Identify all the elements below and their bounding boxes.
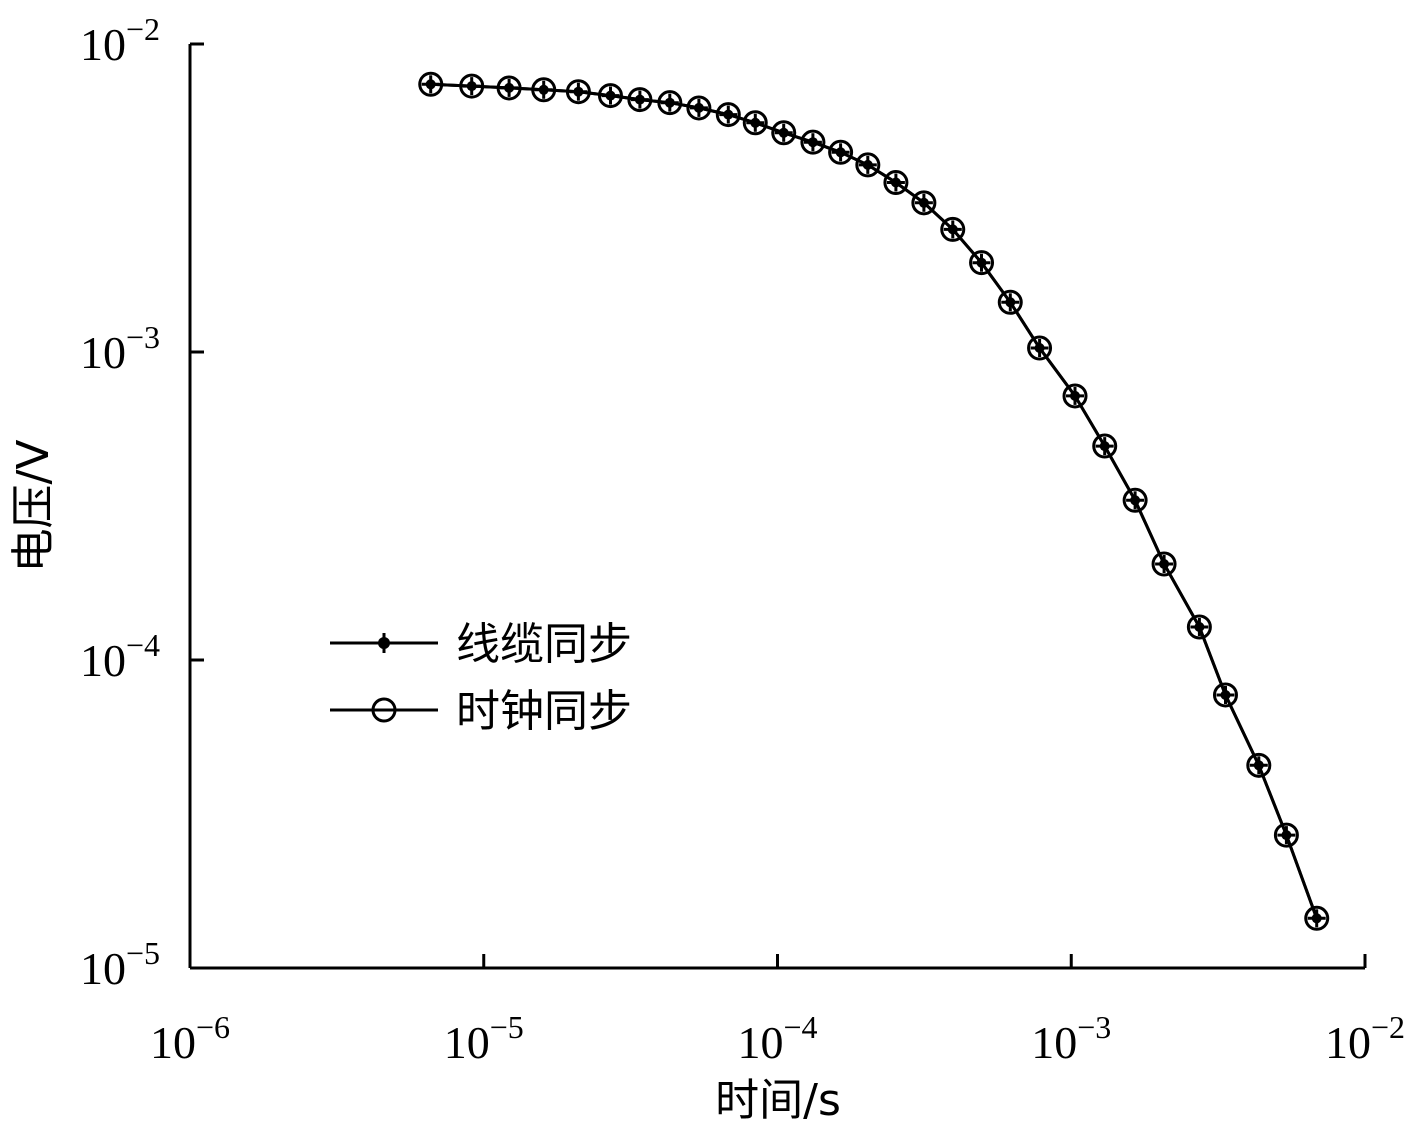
legend-marker-cable-sync — [374, 633, 394, 653]
series-1-point-1 — [459, 73, 485, 99]
y-tick-label-3: 10−2 — [80, 11, 160, 70]
series-1-point-16 — [911, 190, 937, 216]
series-1-point-21 — [1062, 383, 1088, 409]
markers — [418, 71, 1330, 931]
series-0-point-21 — [1066, 386, 1084, 405]
series-1-point-8 — [686, 95, 712, 121]
series-1-point-5 — [597, 83, 623, 109]
series-1-point-25 — [1186, 614, 1212, 640]
series-0-point-14 — [858, 155, 877, 174]
y-axis-label: 电压/V — [8, 440, 59, 573]
legend-label-clock-sync: 时钟同步 — [456, 686, 632, 737]
series-1-point-4 — [565, 79, 591, 105]
series-0-point-3 — [534, 80, 553, 99]
series-1-point-3 — [531, 77, 557, 103]
series-1-point-23 — [1122, 487, 1148, 513]
ticks — [188, 42, 1367, 970]
tick-labels: 10−6 10−5 10−4 10−3 10−2 10−5 10−4 10−3 10−2 — [80, 11, 1405, 1068]
series-1-point-12 — [800, 129, 826, 155]
series-0-point-26 — [1216, 686, 1235, 704]
series-1-point-17 — [940, 216, 966, 242]
x-tick-label-4: 10−2 — [1325, 1009, 1405, 1068]
series-0-point-2 — [500, 78, 519, 97]
series-0-point-20 — [1030, 339, 1049, 357]
series-1-point-20 — [1027, 335, 1053, 361]
series-1-point-10 — [742, 110, 768, 136]
series-0-point-28 — [1277, 826, 1296, 845]
x-tick-label-0: 10−6 — [150, 1009, 230, 1068]
series-1-point-9 — [715, 102, 741, 128]
series-0-point-16 — [914, 193, 933, 212]
series-1-point-24 — [1151, 551, 1177, 577]
series-1-point-14 — [855, 152, 881, 178]
series-1-point-6 — [627, 87, 653, 113]
series-0-point-23 — [1126, 491, 1145, 510]
series-0-point-18 — [972, 253, 991, 272]
legend-item-clock-sync: 时钟同步 — [330, 686, 632, 737]
series-0-point-7 — [660, 93, 679, 112]
series-1-point-22 — [1092, 433, 1118, 459]
series-1-point-7 — [657, 90, 683, 116]
series-line-0 — [430, 82, 1319, 919]
series-1-point-29 — [1304, 905, 1330, 931]
series-1-point-13 — [828, 139, 854, 165]
series-1-point-19 — [997, 289, 1023, 315]
series-1-point-18 — [969, 250, 995, 276]
y-tick-label-0: 10−5 — [80, 935, 160, 994]
y-tick-label-1: 10−4 — [80, 627, 160, 686]
series-0-point-11 — [774, 123, 793, 142]
series-1-point-11 — [771, 120, 797, 146]
x-tick-label-3: 10−3 — [1031, 1009, 1111, 1068]
series-1-point-26 — [1212, 682, 1238, 708]
series-0-point-19 — [1001, 293, 1020, 312]
series-0-point-8 — [689, 98, 708, 117]
series-0-point-1 — [462, 77, 481, 96]
series-0-point-0 — [421, 75, 440, 94]
series-0-point-17 — [943, 220, 962, 239]
series-1-point-27 — [1246, 752, 1272, 778]
legend-label-cable-sync: 线缆同步 — [456, 619, 632, 670]
series-1-point-15 — [883, 170, 909, 196]
series-0-point-6 — [630, 90, 649, 109]
axes — [188, 44, 1365, 970]
series-0-point-5 — [601, 86, 620, 105]
series-0-point-10 — [746, 113, 765, 132]
series-0-point-12 — [803, 133, 822, 152]
x-tick-label-1: 10−5 — [444, 1009, 524, 1068]
series-0-point-13 — [831, 143, 850, 162]
series-line-1 — [430, 82, 1319, 919]
series-1-point-2 — [496, 75, 522, 101]
series-1-point-28 — [1273, 822, 1299, 848]
x-axis-label: 时间/s — [715, 1075, 841, 1126]
series-0-point-22 — [1095, 437, 1114, 456]
series-0-point-4 — [569, 82, 588, 101]
series-lines — [430, 82, 1319, 919]
series-0-point-27 — [1249, 756, 1268, 775]
series-0-point-24 — [1155, 555, 1174, 573]
series-1-point-0 — [418, 71, 444, 97]
legend: 线缆同步 时钟同步 — [330, 619, 632, 737]
series-0-point-29 — [1307, 909, 1326, 928]
legend-marker-clock-sync — [371, 697, 397, 723]
legend-item-cable-sync: 线缆同步 — [330, 619, 632, 670]
y-tick-label-2: 10−3 — [80, 319, 160, 378]
series-0-point-15 — [886, 173, 905, 192]
x-tick-label-2: 10−4 — [737, 1009, 817, 1068]
series-0-point-25 — [1190, 618, 1209, 636]
series-0-point-9 — [719, 105, 738, 124]
